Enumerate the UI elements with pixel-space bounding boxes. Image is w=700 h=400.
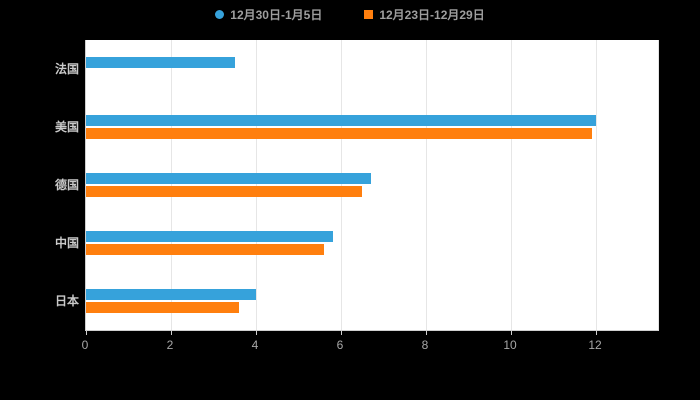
x-tick-label: 2	[166, 338, 174, 352]
tick-mark-x-4	[256, 330, 257, 335]
x-tick-label: 10	[503, 338, 517, 352]
gridline-x-6	[341, 40, 342, 330]
x-tick-label: 4	[251, 338, 259, 352]
x-tick-label: 8	[421, 338, 429, 352]
legend-marker-square-icon	[364, 10, 374, 19]
tick-mark-x-8	[426, 330, 427, 335]
chart-legend: 12月30日-1月5日 12月23日-12月29日	[0, 6, 700, 23]
legend-label: 12月30日-1月5日	[230, 8, 323, 22]
bar-series1-cat4[interactable]	[86, 231, 333, 242]
legend-item-series2[interactable]: 12月23日-12月29日	[364, 6, 485, 23]
legend-item-series1[interactable]: 12月30日-1月5日	[215, 6, 322, 23]
category-label: 中国	[54, 236, 79, 250]
gridline-x-4	[256, 40, 257, 330]
bar-series2-cat5[interactable]	[86, 302, 239, 313]
gridline-x-8	[426, 40, 427, 330]
legend-marker-circle-icon	[215, 10, 225, 19]
bar-series1-cat3[interactable]	[86, 173, 371, 184]
gridline-x-10	[511, 40, 512, 330]
category-label: 法国	[54, 62, 79, 76]
category-label: 德国	[54, 178, 79, 192]
bar-series1-cat2[interactable]	[86, 115, 596, 126]
x-tick-label: 6	[336, 338, 344, 352]
x-tick-label: 12	[588, 338, 602, 352]
bar-series2-cat4[interactable]	[86, 244, 324, 255]
tick-mark-x-10	[511, 330, 512, 335]
legend-label: 12月23日-12月29日	[379, 8, 485, 22]
tick-mark-x-12	[596, 330, 597, 335]
x-tick-label: 0	[81, 338, 89, 352]
category-label: 日本	[54, 294, 79, 308]
category-label: 美国	[54, 120, 79, 134]
bar-series1-cat1[interactable]	[86, 57, 235, 68]
plot-area	[85, 40, 659, 335]
tick-mark-x-2	[171, 330, 172, 335]
tick-mark-x-6	[341, 330, 342, 335]
tick-mark-x-0	[86, 330, 87, 335]
bar-series2-cat3[interactable]	[86, 186, 363, 197]
bar-series2-cat2[interactable]	[86, 128, 592, 139]
bar-series1-cat5[interactable]	[86, 289, 256, 300]
gridline-x-2	[171, 40, 172, 330]
gridline-x-12	[596, 40, 597, 330]
